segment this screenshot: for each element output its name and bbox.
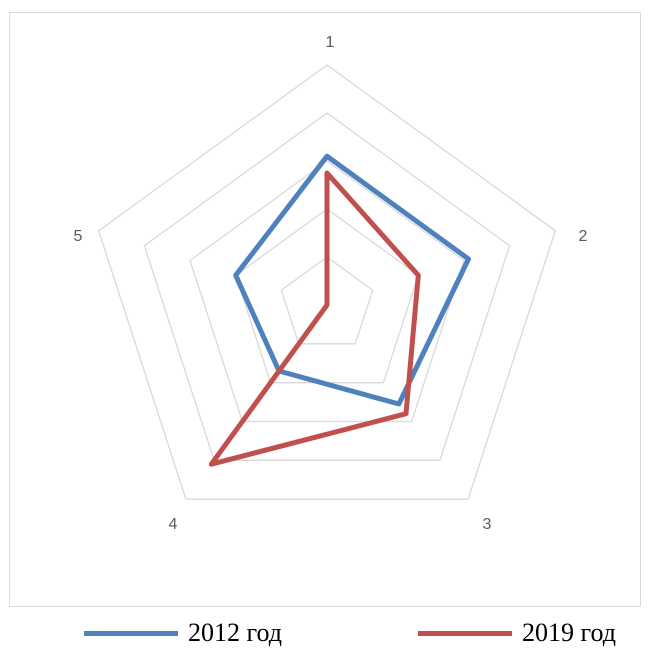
legend: 2012 год 2019 год xyxy=(0,618,651,648)
legend-item-2019: 2019 год xyxy=(418,618,616,648)
legend-label-2012: 2012 год xyxy=(188,618,282,647)
legend-swatch-2012 xyxy=(84,630,178,636)
grid-ring-1 xyxy=(280,256,374,345)
legend-label-2019: 2019 год xyxy=(522,618,616,647)
axis-labels: 1 2 3 4 5 xyxy=(74,34,588,533)
legend-swatch-2019 xyxy=(418,630,512,636)
grid-ring-5 xyxy=(97,64,557,500)
axis-label-3: 3 xyxy=(483,516,492,533)
grid-ring-4 xyxy=(143,112,511,461)
grid-ring-3 xyxy=(189,160,465,423)
radar-series xyxy=(208,153,471,467)
series-line-2012 xyxy=(233,153,471,407)
axis-label-2: 2 xyxy=(579,228,588,245)
legend-item-2012: 2012 год xyxy=(84,618,282,648)
chart-frame xyxy=(9,12,641,607)
axis-label-1: 1 xyxy=(326,34,335,51)
axis-label-5: 5 xyxy=(74,228,83,245)
radar-grid xyxy=(97,64,557,500)
axis-label-4: 4 xyxy=(169,516,178,533)
series-line-2019 xyxy=(208,170,421,467)
